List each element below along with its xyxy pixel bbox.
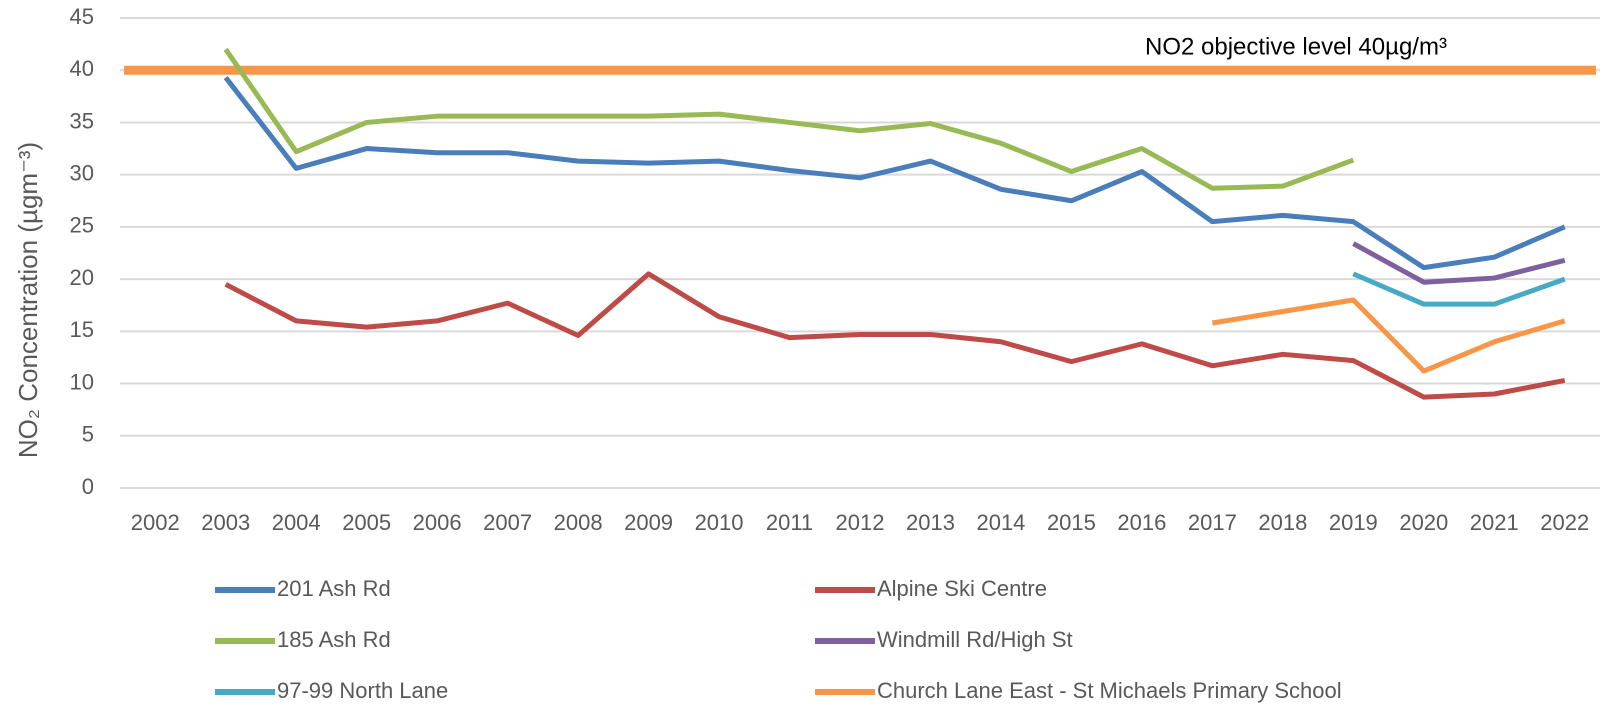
legend-label: 185 Ash Rd	[277, 627, 391, 652]
x-tick-label: 2011	[766, 510, 813, 535]
x-tick-label: 2020	[1399, 510, 1448, 535]
y-tick-label: 10	[70, 369, 94, 394]
x-tick-label: 2010	[695, 510, 744, 535]
series-line	[224, 271, 1566, 400]
y-tick-label: 20	[70, 265, 94, 290]
x-tick-label: 2002	[131, 510, 180, 535]
x-tick-label: 2009	[624, 510, 673, 535]
x-tick-label: 2004	[272, 510, 321, 535]
x-tick-label: 2003	[201, 510, 250, 535]
series-line	[1352, 241, 1566, 285]
series-line	[223, 76, 1566, 271]
y-tick-label: 35	[70, 108, 94, 133]
y-axis-label: NO₂ Concentration (µgm⁻³)	[13, 142, 43, 458]
y-tick-label: 40	[70, 56, 94, 81]
x-tick-label: 2006	[413, 510, 462, 535]
x-tick-label: 2013	[906, 510, 955, 535]
x-tick-label: 2018	[1258, 510, 1307, 535]
x-tick-label: 2022	[1540, 510, 1589, 535]
x-tick-label: 2017	[1188, 510, 1237, 535]
x-tick-label: 2014	[976, 510, 1025, 535]
x-tick-label: 2019	[1329, 510, 1378, 535]
x-tick-label: 2007	[483, 510, 532, 535]
legend-label: Alpine Ski Centre	[877, 576, 1047, 601]
y-tick-label: 15	[70, 317, 94, 342]
y-tick-label: 0	[82, 474, 94, 499]
x-tick-label: 2015	[1047, 510, 1096, 535]
x-tick-label: 2005	[342, 510, 391, 535]
x-tick-label: 2008	[554, 510, 603, 535]
objective-label: NO2 objective level 40µg/m³	[1145, 34, 1447, 61]
y-tick-label: 30	[70, 160, 94, 185]
x-tick-label: 2021	[1470, 510, 1519, 535]
y-tick-label: 5	[82, 422, 94, 447]
y-tick-label: 25	[70, 213, 94, 238]
x-tick-label: 2016	[1117, 510, 1166, 535]
legend-label: 97-99 North Lane	[277, 678, 448, 703]
series-line	[223, 47, 1355, 191]
series-line	[1211, 297, 1566, 374]
legend-label: 201 Ash Rd	[277, 576, 391, 601]
series-line	[1352, 271, 1566, 307]
x-tick-label: 2012	[836, 510, 885, 535]
legend-label: Church Lane East - St Michaels Primary S…	[877, 678, 1342, 703]
y-tick-label: 45	[70, 4, 94, 29]
legend-label: Windmill Rd/High St	[877, 627, 1073, 652]
